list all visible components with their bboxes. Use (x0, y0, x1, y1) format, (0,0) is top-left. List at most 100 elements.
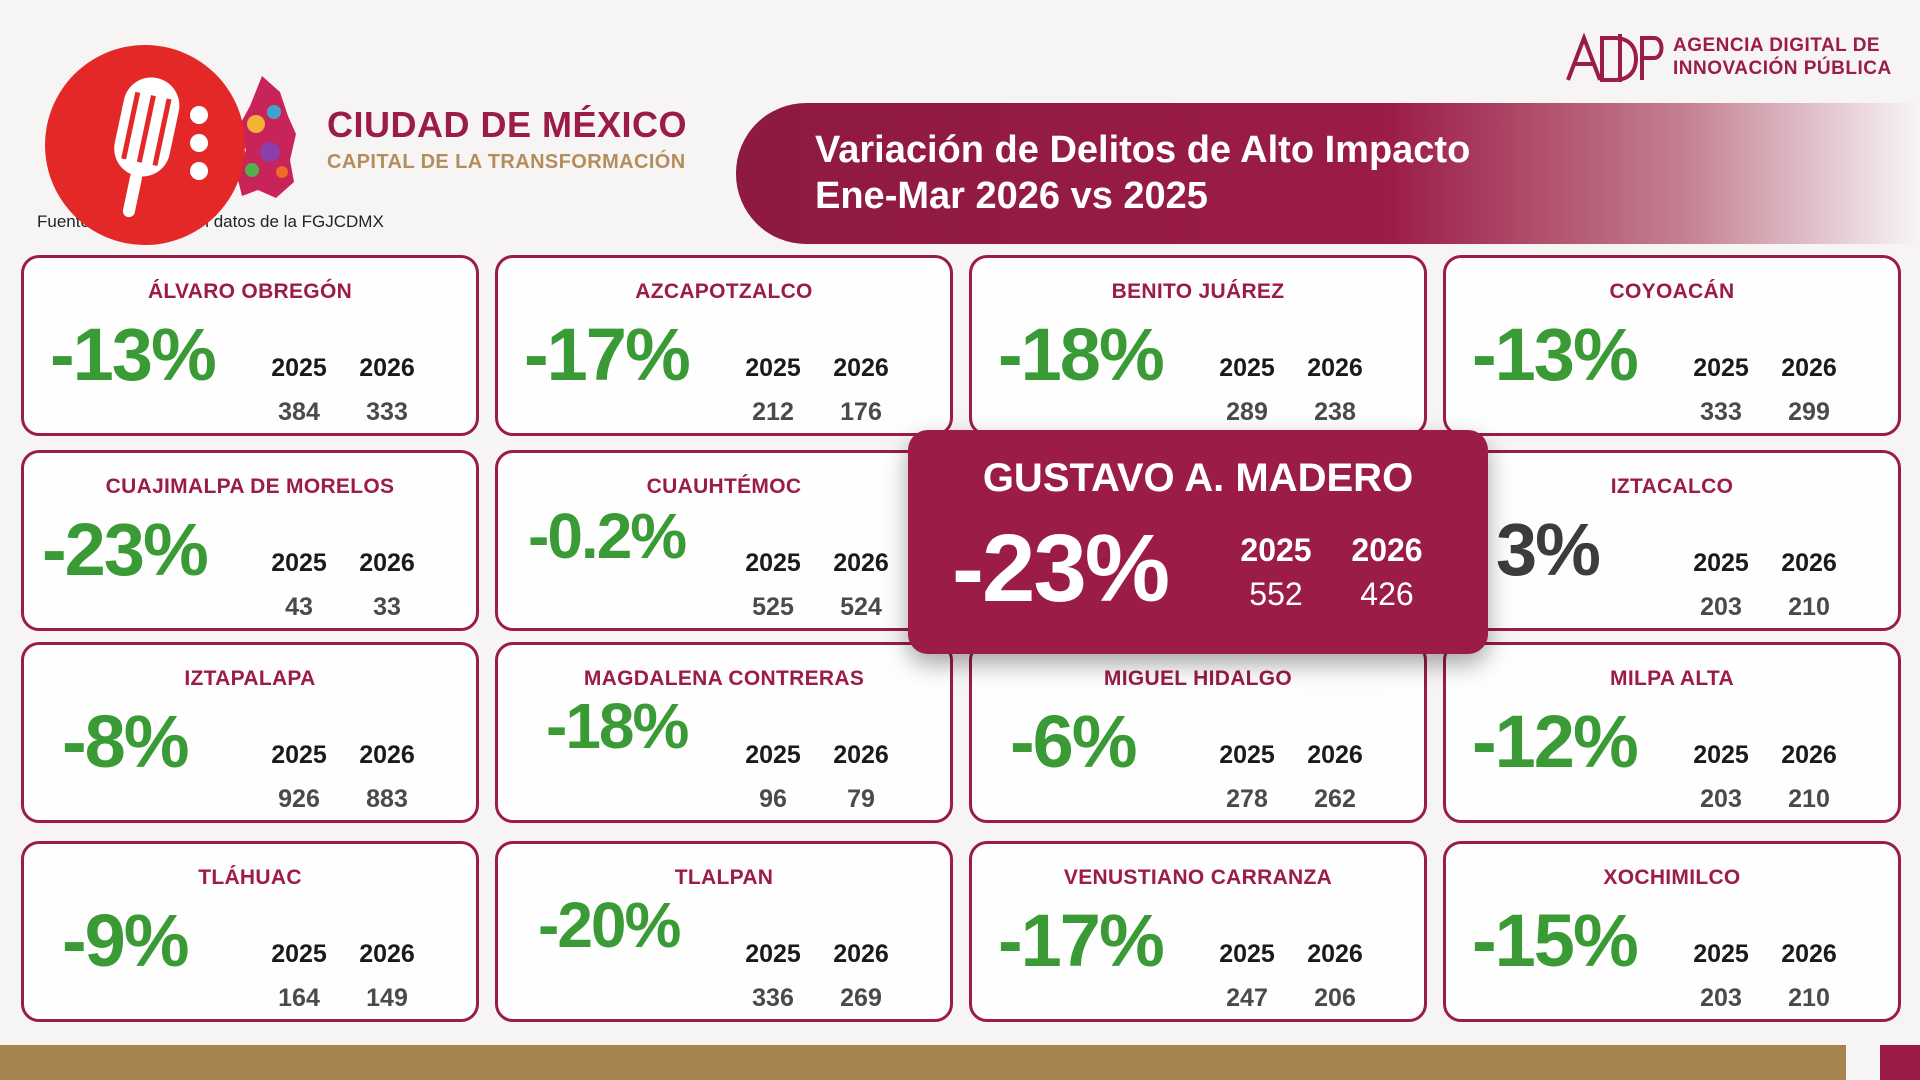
year-2026-label: 2026 (833, 549, 889, 577)
card-percent: 3% (1496, 508, 1601, 591)
featured-card-gustavo-a-madero: GUSTAVO A. MADERO -23% 2025 2026 552 426 (908, 430, 1488, 654)
card-percent: -0.2% (528, 500, 687, 572)
card-name: CUAJIMALPA DE MORELOS (105, 475, 395, 498)
year-2026-label: 2026 (1307, 354, 1363, 382)
card-percent: -18% (546, 690, 689, 762)
year-2026-label: 2026 (833, 940, 889, 968)
year-2025-label: 2025 (271, 354, 327, 382)
featured-year-2025-label: 2025 (1240, 532, 1312, 568)
value-2026: 262 (1314, 785, 1356, 813)
card-percent: -18% (998, 313, 1165, 396)
card-name: IZTAPALAPA (184, 667, 316, 690)
value-2026: 176 (840, 398, 882, 426)
year-2025-label: 2025 (271, 549, 327, 577)
value-2026: 269 (840, 984, 882, 1012)
value-2026: 333 (366, 398, 408, 426)
year-2026-label: 2026 (1307, 741, 1363, 769)
year-2026-label: 2026 (1781, 741, 1837, 769)
cdmx-emblem-icon (236, 76, 296, 198)
value-2025: 384 (278, 398, 320, 426)
card-magdalena-contreras: MAGDALENA CONTRERAS -18% 2025 2026 96 79 (495, 642, 953, 823)
value-2025: 96 (759, 785, 787, 813)
card-name: VENUSTIANO CARRANZA (1063, 866, 1333, 889)
year-2025-label: 2025 (1219, 741, 1275, 769)
bottom-maroon-block (1880, 1045, 1920, 1080)
card-percent: -6% (1010, 700, 1138, 783)
card-name: XOCHIMILCO (1603, 866, 1741, 889)
page-title-line1: Variación de Delitos de Alto Impacto (815, 129, 1471, 171)
value-2026: 206 (1314, 984, 1356, 1012)
value-2025: 203 (1700, 593, 1742, 621)
page-title-line2: Ene-Mar 2026 vs 2025 (815, 175, 1208, 217)
card-name: COYOACÁN (1609, 280, 1735, 303)
card-venustiano-carranza: VENUSTIANO CARRANZA -17% 2025 2026 247 2… (969, 841, 1427, 1022)
card-tlalpan: TLALPAN -20% 2025 2026 336 269 (495, 841, 953, 1022)
year-2025-label: 2025 (745, 940, 801, 968)
year-2025-label: 2025 (745, 549, 801, 577)
value-2026: 299 (1788, 398, 1830, 426)
title-banner (736, 103, 1920, 244)
year-2026-label: 2026 (359, 549, 415, 577)
year-2026-label: 2026 (1781, 549, 1837, 577)
year-2026-label: 2026 (1781, 940, 1837, 968)
featured-name: GUSTAVO A. MADERO (982, 456, 1414, 500)
card-percent: -9% (62, 899, 190, 982)
card-name: AZCAPOTZALCO (635, 280, 813, 303)
featured-value-2025: 552 (1249, 576, 1303, 612)
card-percent: -17% (998, 899, 1165, 982)
card-cuajimalpa: CUAJIMALPA DE MORELOS -23% 2025 2026 43 … (21, 450, 479, 631)
year-2026-label: 2026 (359, 741, 415, 769)
card-alvaro-obregon: ÁLVARO OBREGÓN -13% 2025 2026 384 333 (21, 255, 479, 436)
year-2025-label: 2025 (1693, 940, 1749, 968)
year-2025-label: 2025 (1693, 354, 1749, 382)
agency-name-line2: INNOVACIÓN PÚBLICA (1673, 58, 1892, 79)
year-2025-label: 2025 (271, 741, 327, 769)
value-2026: 149 (366, 984, 408, 1012)
card-azcapotzalco: AZCAPOTZALCO -17% 2025 2026 212 176 (495, 255, 953, 436)
card-name: IZTACALCO (1610, 475, 1734, 498)
year-2025-label: 2025 (1219, 940, 1275, 968)
value-2026: 524 (840, 593, 882, 621)
year-2026-label: 2026 (359, 354, 415, 382)
card-name: MIGUEL HIDALGO (1103, 667, 1293, 690)
value-2026: 79 (847, 785, 875, 813)
page-title: Variación de Delitos de Alto Impacto Ene… (815, 127, 1470, 219)
card-name: MAGDALENA CONTRERAS (583, 667, 865, 690)
card-name: CUAUHTÉMOC (646, 475, 802, 498)
year-2026-label: 2026 (833, 354, 889, 382)
value-2026: 210 (1788, 593, 1830, 621)
card-percent: -8% (62, 700, 190, 783)
value-2025: 289 (1226, 398, 1268, 426)
card-percent: -17% (524, 313, 691, 396)
agency-name: AGENCIA DIGITAL DE INNOVACIÓN PÚBLICA (1673, 34, 1892, 80)
value-2025: 164 (278, 984, 320, 1012)
card-milpa-alta: MILPA ALTA -12% 2025 2026 203 210 (1443, 642, 1901, 823)
card-percent: -15% (1472, 899, 1639, 982)
card-iztapalapa: IZTAPALAPA -8% 2025 2026 926 883 (21, 642, 479, 823)
card-tlahuac: TLÁHUAC -9% 2025 2026 164 149 (21, 841, 479, 1022)
year-2025-label: 2025 (1693, 549, 1749, 577)
card-cuauhtemoc: CUAUHTÉMOC -0.2% 2025 2026 525 524 (495, 450, 953, 631)
city-title: CIUDAD DE MÉXICO (327, 104, 688, 145)
featured-value-2026: 426 (1360, 576, 1414, 612)
value-2025: 247 (1226, 984, 1268, 1012)
value-2025: 43 (285, 593, 313, 621)
adip-logo-icon (1566, 32, 1664, 82)
card-percent: -20% (538, 889, 681, 961)
card-iztacalco: IZTACALCO 3% 2025 2026 203 210 (1443, 450, 1901, 631)
value-2026: 210 (1788, 984, 1830, 1012)
bottom-gold-bar (0, 1045, 1846, 1080)
value-2025: 278 (1226, 785, 1268, 813)
year-2025-label: 2025 (745, 741, 801, 769)
featured-percent: -23% (952, 515, 1170, 622)
city-subtitle: CAPITAL DE LA TRANSFORMACIÓN (327, 151, 686, 173)
value-2026: 33 (373, 593, 401, 621)
value-2025: 203 (1700, 984, 1742, 1012)
card-xochimilco: XOCHIMILCO -15% 2025 2026 203 210 (1443, 841, 1901, 1022)
value-2025: 212 (752, 398, 794, 426)
card-percent: -13% (1472, 313, 1639, 396)
card-name: BENITO JUÁREZ (1111, 280, 1285, 303)
value-2025: 203 (1700, 785, 1742, 813)
card-name: ÁLVARO OBREGÓN (147, 280, 353, 303)
card-benito-juarez: BENITO JUÁREZ -18% 2025 2026 289 238 (969, 255, 1427, 436)
